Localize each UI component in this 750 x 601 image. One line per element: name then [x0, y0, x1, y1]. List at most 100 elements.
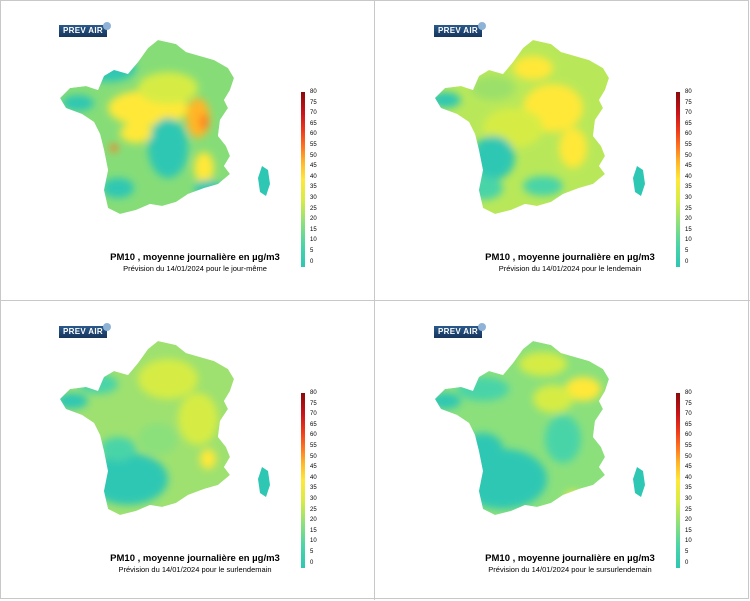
map-title: PM10 , moyenne journalière en µg/m3 [110, 252, 280, 263]
scale-tick-label: 10 [685, 237, 692, 244]
scale-tick-label: 20 [685, 216, 692, 223]
scale-tick-label: 0 [310, 559, 314, 566]
scale-tick-label: 25 [310, 506, 317, 513]
color-scale-bar [676, 393, 680, 568]
concentration-zone [178, 393, 218, 445]
scale-tick-label: 45 [310, 464, 317, 471]
scale-tick-label: 20 [685, 517, 692, 524]
map-title: PM10 , moyenne journalière en µg/m3 [110, 553, 280, 564]
scale-tick-label: 75 [310, 400, 317, 407]
color-scale-bar [301, 393, 305, 568]
concentration-zone [200, 449, 216, 469]
concentration-zone [80, 54, 136, 82]
scale-tick-label: 30 [310, 195, 317, 201]
prevair-logo: PREV AIR [434, 326, 482, 338]
corsica [633, 166, 645, 196]
scale-tick-label: 65 [310, 120, 317, 127]
concentration-zone [102, 178, 134, 198]
concentration-zone [100, 437, 136, 461]
scale-tick-label: 10 [310, 538, 317, 545]
panel-divider-horizontal [0, 300, 750, 301]
scale-tick-label: 20 [310, 517, 317, 524]
scale-tick-label: 5 [310, 248, 314, 254]
concentration-zone [519, 352, 567, 376]
france-pm10-map [60, 40, 270, 214]
scale-tick-label: 60 [685, 131, 692, 138]
scale-tick-label: 35 [310, 485, 317, 492]
scale-tick-label: 50 [685, 152, 692, 159]
scale-tick-label: 70 [685, 411, 692, 418]
map-subtitle: Prévision du 14/01/2024 pour le sursurle… [488, 565, 652, 574]
france-pm10-map [435, 341, 645, 515]
scale-tick-label: 20 [310, 216, 317, 223]
concentration-zone [148, 118, 188, 178]
scale-tick-label: 25 [310, 205, 317, 212]
scale-tick-label: 50 [310, 453, 317, 460]
map-title: PM10 , moyenne journalière en µg/m3 [485, 553, 655, 564]
scale-tick-label: 30 [685, 195, 692, 201]
map-panel-1: PREV AIR PM10 , moyenne journalière en µg… [0, 0, 374, 300]
map-subtitle: Prévision du 14/01/2024 pour le surlende… [118, 565, 272, 574]
scale-tick-label: 40 [685, 173, 692, 180]
concentration-zone [545, 415, 581, 463]
corsica [258, 467, 270, 497]
map-panel-4: PREV AIR PM10 , moyenne journalière en µg… [375, 301, 749, 601]
concentration-zone [463, 433, 503, 465]
prevair-logo: PREV AIR [434, 25, 482, 37]
scale-tick-label: 25 [685, 205, 692, 212]
prevair-logo: PREV AIR [59, 326, 107, 338]
scale-tick-label: 45 [685, 163, 692, 170]
color-scale-labels: 80 75 70 65 60 55 50 45 40 35 30 25 20 15 10 5 0 [310, 390, 330, 570]
scale-tick-label: 10 [310, 237, 317, 244]
corsica [633, 467, 645, 497]
logo-emblem-icon [103, 22, 111, 30]
color-scale-labels: 80 75 70 65 60 55 50 45 40 35 30 25 20 15 10 5 0 [310, 89, 330, 269]
concentration-zone [471, 76, 515, 100]
scale-tick-label: 45 [310, 163, 317, 170]
concentration-zone [459, 449, 547, 509]
concentration-zone [565, 491, 581, 507]
concentration-zone [463, 176, 503, 200]
scale-tick-label: 55 [310, 142, 317, 148]
scale-tick-label: 70 [685, 110, 692, 117]
concentration-zone [523, 176, 563, 196]
concentration-zone [559, 128, 587, 168]
scale-tick-label: 15 [310, 226, 317, 233]
scale-tick-label: 65 [685, 120, 692, 127]
concentration-zone [62, 95, 94, 111]
concentration-zone [513, 56, 553, 80]
color-scale-labels: 80 75 70 65 60 55 50 45 40 35 30 25 20 15 10 5 0 [685, 390, 705, 570]
concentration-zone [120, 123, 152, 143]
scale-tick-label: 50 [685, 453, 692, 460]
scale-tick-label: 30 [310, 496, 317, 502]
prevair-logo: PREV AIR [59, 25, 107, 37]
color-scale-bar [676, 92, 680, 267]
scale-tick-label: 0 [685, 258, 689, 265]
scale-tick-label: 40 [310, 474, 317, 481]
scale-tick-label: 35 [685, 485, 692, 492]
scale-tick-label: 0 [310, 258, 314, 265]
scale-tick-label: 55 [685, 142, 692, 148]
scale-tick-label: 75 [310, 99, 317, 106]
france-pm10-map [435, 40, 645, 214]
scale-tick-label: 65 [310, 421, 317, 428]
concentration-zone [138, 423, 178, 455]
scale-tick-label: 55 [310, 443, 317, 449]
concentration-zone [138, 72, 198, 104]
logo-emblem-icon [478, 323, 486, 331]
scale-tick-label: 35 [685, 184, 692, 191]
scale-tick-label: 25 [685, 506, 692, 513]
concentration-zone [60, 393, 88, 409]
france-pm10-map [60, 341, 270, 515]
concentration-zone [194, 180, 222, 196]
corsica [258, 166, 270, 196]
scale-tick-label: 75 [685, 99, 692, 106]
color-scale-bar [301, 92, 305, 267]
scale-tick-label: 60 [685, 432, 692, 439]
scale-tick-label: 30 [685, 496, 692, 502]
scale-tick-label: 80 [685, 390, 692, 396]
concentration-zone [457, 377, 509, 401]
map-title: PM10 , moyenne journalière en µg/m3 [485, 252, 655, 263]
scale-tick-label: 60 [310, 131, 317, 138]
scale-tick-label: 65 [685, 421, 692, 428]
